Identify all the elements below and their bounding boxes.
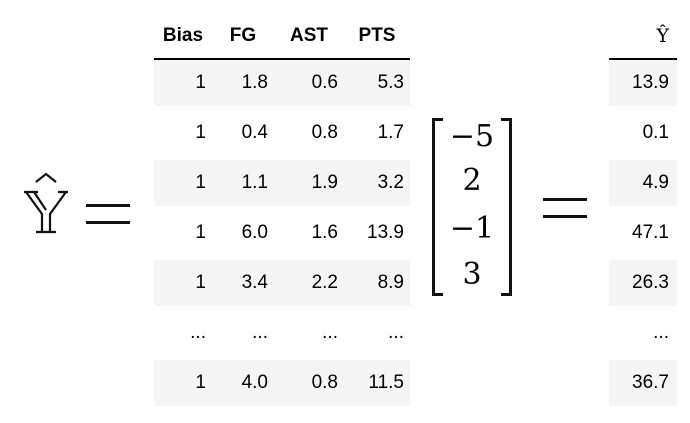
left-bracket	[432, 118, 443, 296]
table-row: 1 4.0 0.8 11.5	[154, 358, 410, 408]
table-row: 1 0.4 0.8 1.7	[154, 108, 410, 158]
weight-vector: −5 2 −1 3	[432, 118, 512, 296]
table-cell: 4.0	[212, 358, 274, 408]
table-row: ...	[609, 308, 677, 358]
table-header-row: Ŷ	[609, 14, 677, 59]
column-header-ast: AST	[290, 25, 328, 46]
table-cell: 4.9	[609, 158, 677, 208]
right-bracket	[501, 118, 512, 296]
table-cell: 1.1	[212, 158, 274, 208]
table-cell: ...	[322, 322, 338, 343]
table-cell: 0.4	[241, 122, 268, 143]
table-cell: ...	[388, 322, 404, 343]
weight-entry: 3	[462, 257, 482, 292]
design-matrix-table: Bias FG AST PTS 1 1.8 0.6 5.3 1 0.4 0.8 …	[154, 14, 410, 410]
table-cell: 36.7	[609, 358, 677, 408]
table-cell: 13.9	[367, 222, 404, 243]
table-cell: 2.2	[274, 258, 344, 308]
table-cell: 1	[154, 158, 212, 208]
table-row: 1 1.1 1.9 3.2	[154, 158, 410, 208]
table-cell: 3.2	[344, 158, 410, 208]
table-cell: 1	[154, 59, 212, 108]
column-header-fg: FG	[229, 25, 257, 46]
table-cell: 1.7	[377, 122, 404, 143]
table-cell: 1	[195, 222, 206, 243]
table-row: 1 1.8 0.6 5.3	[154, 59, 410, 108]
equals-sign	[543, 198, 587, 218]
table-row: 13.9	[609, 59, 677, 108]
equals-sign	[86, 204, 130, 224]
table-cell: ...	[653, 322, 669, 343]
column-header-pts: PTS	[358, 25, 396, 46]
weight-entry: −5	[449, 119, 495, 154]
table-cell: 6.0	[241, 222, 268, 243]
table-cell: 1.8	[212, 59, 274, 108]
column-header-bias: Bias	[162, 25, 204, 46]
table-row: 47.1	[609, 208, 677, 258]
column-header-y-hat: Ŷ	[656, 25, 669, 47]
table-row: 26.3	[609, 258, 677, 308]
table-cell: 1	[195, 122, 206, 143]
table-cell: 0.1	[642, 122, 669, 143]
table-cell: 1	[154, 358, 212, 408]
table-cell: 0.8	[274, 358, 344, 408]
y-hat-symbol	[24, 172, 68, 234]
table-cell: 11.5	[344, 358, 410, 408]
table-cell: 1	[154, 258, 212, 308]
table-cell: 8.9	[344, 258, 410, 308]
table-header-row: Bias FG AST PTS	[154, 14, 410, 59]
table-cell: ...	[190, 322, 206, 343]
table-row: 36.7	[609, 358, 677, 408]
table-cell: 5.3	[344, 59, 410, 108]
table-cell: 1.6	[311, 222, 338, 243]
table-row: 4.9	[609, 158, 677, 208]
table-cell: 3.4	[212, 258, 274, 308]
table-row: ... ... ... ...	[154, 308, 410, 358]
table-cell: 13.9	[609, 59, 677, 108]
table-row: 1 3.4 2.2 8.9	[154, 258, 410, 308]
table-cell: ...	[252, 322, 268, 343]
table-row: 0.1	[609, 108, 677, 158]
table-cell: 26.3	[609, 258, 677, 308]
prediction-table: Ŷ 13.9 0.1 4.9 47.1 26.3 ... 36.7	[609, 14, 677, 410]
table-cell: 0.6	[274, 59, 344, 108]
table-cell: 47.1	[632, 222, 669, 243]
table-row: 1 6.0 1.6 13.9	[154, 208, 410, 258]
table-cell: 1.9	[274, 158, 344, 208]
table-cell: 0.8	[311, 122, 338, 143]
weight-entry: 2	[462, 163, 482, 198]
weight-entry: −1	[449, 211, 495, 246]
